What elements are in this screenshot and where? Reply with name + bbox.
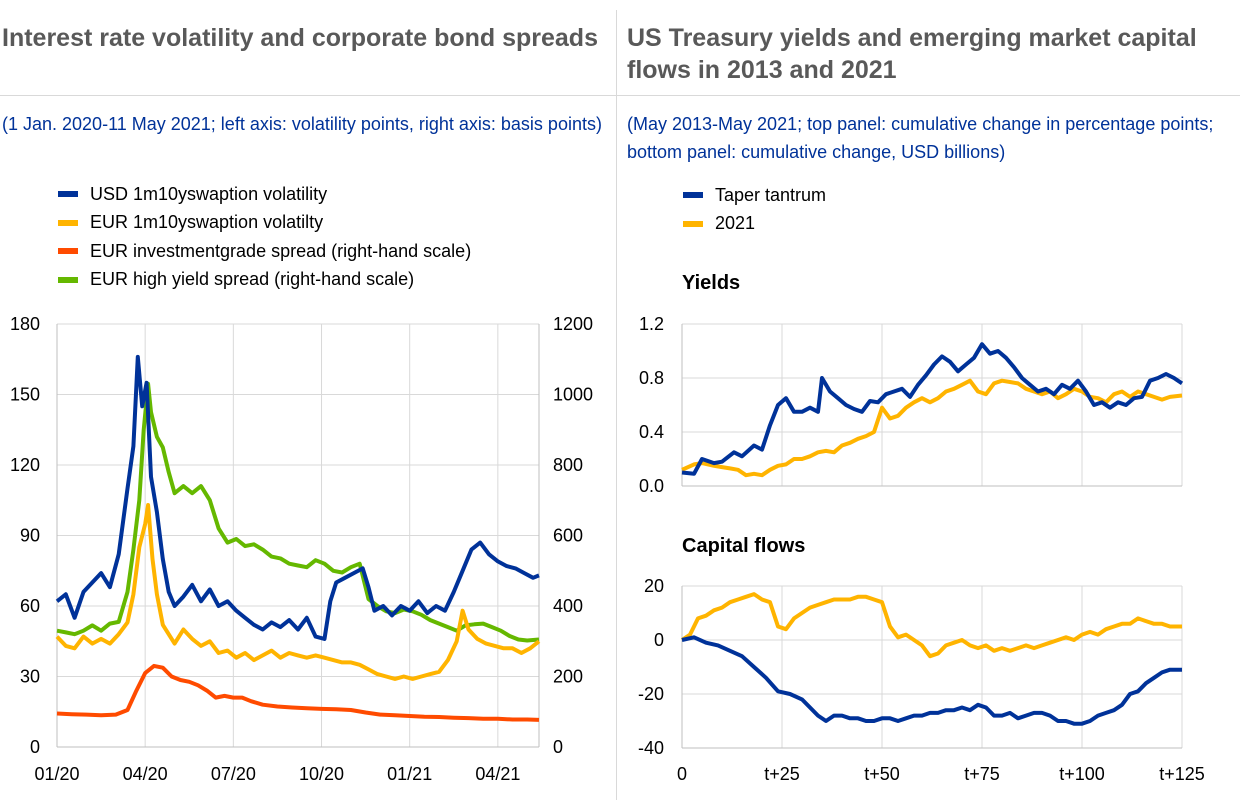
legend-item-eur-vol: EUR 1m10yswaption volatilty [58, 209, 471, 238]
legend-item-usd-vol: USD 1m10yswaption volatility [58, 180, 471, 209]
left-chart: 0 30 60 90 120 150 180 0 200 400 600 800 1000 1200 01/… [10, 314, 593, 784]
right-y-tick-label: 1000 [553, 385, 593, 405]
left-y-tick-label: 30 [20, 667, 40, 687]
x-tick-label: t+100 [1059, 764, 1105, 784]
series-line-eur-high-yield-spread-right-hand-scale [56, 381, 540, 643]
y-tick-label: 0.0 [639, 476, 664, 496]
right-chart-subtitle: (May 2013-May 2021; top panel: cumulativ… [627, 114, 1214, 162]
legend-label-2021: 2021 [715, 213, 756, 234]
x-tick-label: t+25 [764, 764, 800, 784]
y-tick-label: 0.8 [639, 368, 664, 388]
x-tick-label: t+50 [864, 764, 900, 784]
left-x-tick-label: 01/21 [387, 764, 432, 784]
legend-label-eur-ig: EUR investmentgrade spread (right-hand s… [90, 240, 472, 261]
right-y-tick-label: 600 [553, 526, 583, 546]
series-line-usd-1m10yswaption-volatility [55, 354, 540, 641]
capital-flows-panel-label: Capital flows [682, 535, 806, 557]
legend-swatch-eur-hy [58, 276, 78, 283]
x-tick-label: t+125 [1159, 764, 1205, 784]
left-legend: USD 1m10yswaption volatility EUR 1m10ysw… [58, 180, 471, 294]
series-line-eur-investmentgrade-spread-right-hand-scale [56, 663, 540, 722]
legend-swatch-2021 [683, 220, 703, 227]
header-divider [0, 95, 1240, 96]
yields-chart: 0.0 0.4 0.8 1.2 [639, 314, 1184, 496]
y-tick-label: -40 [638, 738, 664, 758]
left-y-tick-label: 150 [10, 385, 40, 405]
flows-chart: -40 -20 0 20 0 t+25 t+50 t+75 t+100 t+125 [638, 576, 1205, 784]
right-legend: Taper tantrum 2021 [683, 181, 826, 238]
left-y-tick-label: 60 [20, 596, 40, 616]
right-y-tick-label: 0 [553, 737, 563, 757]
x-tick-label: t+75 [964, 764, 1000, 784]
legend-swatch-usd-vol [58, 191, 78, 198]
series-line-taper-tantrum [681, 635, 1182, 726]
series-line-2021 [681, 378, 1183, 478]
y-tick-label: -20 [638, 684, 664, 704]
series-line-taper-tantrum [681, 342, 1184, 476]
series-line-2021 [680, 592, 1182, 659]
left-x-tick-label: 10/20 [299, 764, 344, 784]
y-tick-label: 1.2 [639, 314, 664, 334]
legend-label-eur-hy: EUR high yield spread (right-hand scale) [90, 269, 415, 290]
yields-panel-label: Yields [682, 272, 741, 294]
left-y-tick-label: 180 [10, 314, 40, 334]
legend-label-taper: Taper tantrum [715, 184, 827, 205]
legend-swatch-eur-vol [58, 219, 78, 226]
legend-item-taper: Taper tantrum [683, 181, 826, 210]
left-y-tick-label: 90 [20, 526, 40, 546]
x-tick-label: 0 [677, 764, 687, 784]
legend-swatch-taper [683, 192, 703, 199]
right-y-tick-label: 200 [553, 667, 583, 687]
right-y-tick-label: 800 [553, 455, 583, 475]
left-x-tick-label: 07/20 [211, 764, 256, 784]
legend-label-eur-vol: EUR 1m10yswaption volatilty [90, 212, 324, 233]
left-y-tick-label: 120 [10, 455, 40, 475]
legend-item-eur-hy: EUR high yield spread (right-hand scale) [58, 266, 471, 295]
legend-label-usd-vol: USD 1m10yswaption volatility [90, 183, 328, 204]
left-x-tick-label: 01/20 [34, 764, 79, 784]
legend-item-2021: 2021 [683, 210, 826, 239]
left-x-tick-label: 04/21 [475, 764, 520, 784]
left-chart-title: Interest rate volatility and corporate b… [2, 24, 598, 52]
left-x-tick-label: 04/20 [123, 764, 168, 784]
left-chart-subtitle: (1 Jan. 2020-11 May 2021; left axis: vol… [2, 114, 602, 134]
left-y-tick-label: 0 [30, 737, 40, 757]
right-y-tick-label: 1200 [553, 314, 593, 334]
right-y-tick-label: 400 [553, 596, 583, 616]
series-line-eur-1m10yswaption-volatilty [55, 503, 541, 681]
y-tick-label: 0.4 [639, 422, 664, 442]
legend-swatch-eur-ig [58, 248, 78, 255]
panel-divider [616, 10, 617, 800]
y-tick-label: 20 [644, 576, 664, 596]
y-tick-label: 0 [654, 630, 664, 650]
legend-item-eur-ig: EUR investmentgrade spread (right-hand s… [58, 237, 471, 266]
right-chart-title: US Treasury yields and emerging market c… [627, 24, 1197, 84]
